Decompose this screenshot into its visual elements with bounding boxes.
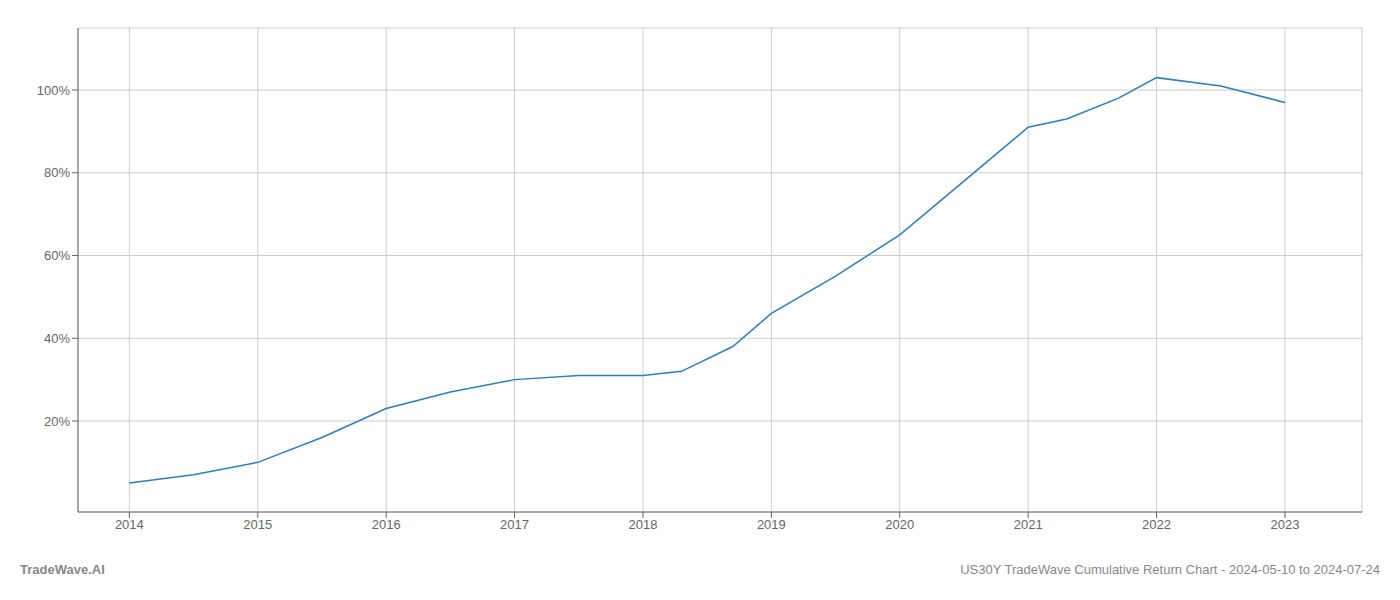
svg-text:2014: 2014 [115,517,144,532]
svg-text:20%: 20% [44,414,70,429]
svg-text:60%: 60% [44,248,70,263]
svg-text:80%: 80% [44,165,70,180]
html-text:TradeWave.AI: TradeWave.AI [20,562,105,577]
svg-text:2021: 2021 [1014,517,1043,532]
svg-text:2019: 2019 [757,517,786,532]
svg-text:2023: 2023 [1270,517,1299,532]
svg-text:2020: 2020 [885,517,914,532]
svg-text:100%: 100% [37,83,71,98]
svg-text:2017: 2017 [500,517,529,532]
html-text:US30Y TradeWave Cumulative Ret: US30Y TradeWave Cumulative Return Chart … [960,562,1380,577]
svg-text:40%: 40% [44,331,70,346]
svg-text:2016: 2016 [372,517,401,532]
svg-text:2022: 2022 [1142,517,1171,532]
svg-text:2018: 2018 [628,517,657,532]
svg-text:2015: 2015 [243,517,272,532]
